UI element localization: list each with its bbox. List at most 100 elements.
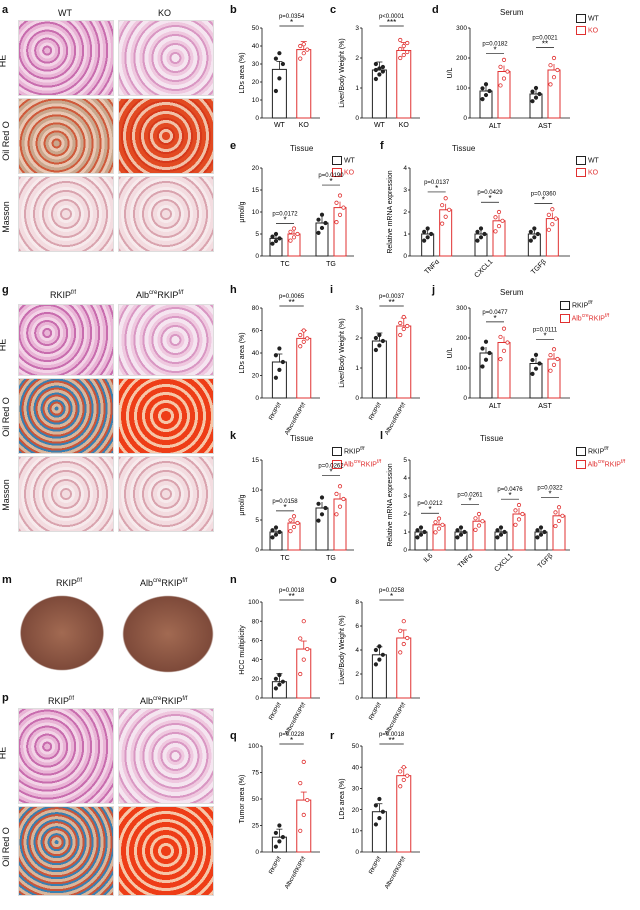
data-point: [319, 212, 325, 217]
data-point: [548, 352, 553, 358]
y-axis-label: LDs area (%): [239, 52, 246, 93]
data-point: [373, 803, 378, 808]
y-tick-label: 40: [352, 764, 360, 771]
data-point: [493, 229, 498, 234]
y-tick-label: 100: [248, 743, 259, 750]
data-point: [538, 532, 544, 537]
y-tick-label: 20: [252, 676, 260, 683]
data-point: [316, 501, 321, 506]
data-point: [440, 203, 445, 208]
data-point: [273, 238, 279, 244]
y-tick-label: 0: [255, 849, 259, 856]
p-value-label: p=0.0137: [424, 180, 450, 186]
data-point: [501, 326, 507, 331]
data-point: [401, 314, 406, 320]
data-point: [516, 517, 522, 522]
histology-image: [118, 806, 214, 896]
y-tick-label: 75: [252, 770, 260, 777]
panel-letter-e: e: [230, 140, 237, 152]
y-tick-label: 0: [355, 849, 359, 856]
data-point: [532, 226, 537, 231]
data-point: [548, 368, 553, 373]
x-tick-label: WT: [274, 122, 286, 129]
data-point: [291, 235, 297, 240]
data-point: [533, 366, 539, 371]
significance-stars: ***: [387, 18, 396, 27]
significance-stars: *: [329, 177, 332, 186]
data-point: [334, 512, 339, 517]
data-point: [301, 42, 306, 47]
data-point: [373, 61, 378, 67]
data-point: [401, 765, 406, 770]
data-point: [377, 332, 382, 338]
x-tick-label: ALT: [489, 123, 502, 130]
data-point: [548, 63, 553, 68]
data-point: [498, 525, 504, 530]
y-tick-label: 40: [252, 43, 260, 50]
x-tick-label: RKIPf/f: [268, 856, 283, 876]
data-point: [440, 522, 445, 527]
data-point: [373, 76, 378, 82]
data-point: [288, 238, 293, 243]
data-point: [487, 88, 492, 94]
data-point: [422, 238, 427, 243]
data-point: [550, 222, 555, 227]
histology-image: [18, 176, 114, 252]
data-point: [483, 339, 489, 344]
data-point: [301, 51, 306, 56]
significance-stars: *: [542, 195, 545, 204]
p-value-label: p=0.0360: [531, 191, 557, 197]
data-point: [273, 525, 279, 530]
y-tick-label: 0: [255, 695, 259, 702]
data-point: [301, 657, 306, 662]
data-point: [398, 320, 403, 326]
y-axis-label: μmol/g: [239, 201, 246, 222]
data-point: [480, 519, 485, 524]
y-tick-label: 300: [456, 305, 467, 312]
y-axis-label: μmol/g: [239, 494, 246, 515]
panel-letter-q: q: [230, 730, 237, 742]
data-point: [298, 671, 303, 677]
y-axis-label: U/L: [447, 347, 454, 358]
data-point: [505, 340, 510, 345]
x-tick-label: AlbcreRKIPf/f: [384, 402, 407, 436]
y-tick-label: 3: [403, 187, 407, 194]
panel-letter-r: r: [330, 730, 335, 742]
chart-title: Tissue: [290, 434, 314, 443]
y-tick-label: 25: [252, 823, 260, 830]
data-point: [530, 89, 535, 94]
significance-stars: **: [388, 736, 394, 745]
data-point: [476, 511, 482, 517]
data-point: [277, 51, 282, 56]
data-point: [398, 332, 403, 338]
y-tick-label: 0: [255, 395, 259, 402]
bar: [396, 325, 412, 399]
y-tick-label: 2: [355, 55, 359, 62]
y-tick-label: 1: [403, 529, 407, 536]
chart-title: Tissue: [452, 144, 476, 153]
x-tick-label: AlbcreRKIPf/f: [384, 856, 407, 890]
y-tick-label: 200: [456, 55, 467, 62]
data-point: [478, 235, 484, 240]
y-tick-label: 4: [355, 647, 359, 654]
data-point: [443, 214, 448, 219]
histology-image: [118, 708, 214, 804]
y-tick-label: 15: [252, 187, 260, 194]
legend: WT KO: [576, 156, 599, 177]
significance-stars: *: [428, 505, 431, 514]
x-tick-label: AST: [538, 403, 552, 410]
y-tick-label: 100: [456, 365, 467, 372]
data-point: [273, 686, 278, 691]
data-point: [373, 822, 378, 827]
data-point: [273, 56, 278, 61]
y-axis-label: LDs area (%): [239, 332, 246, 373]
data-point: [462, 529, 467, 535]
significance-stars: **: [288, 298, 294, 307]
data-point: [270, 234, 275, 239]
data-point: [533, 352, 539, 357]
p-value-label: p=0.0172: [272, 211, 298, 217]
data-point: [380, 809, 385, 814]
data-point: [298, 344, 303, 349]
data-point: [537, 91, 542, 97]
